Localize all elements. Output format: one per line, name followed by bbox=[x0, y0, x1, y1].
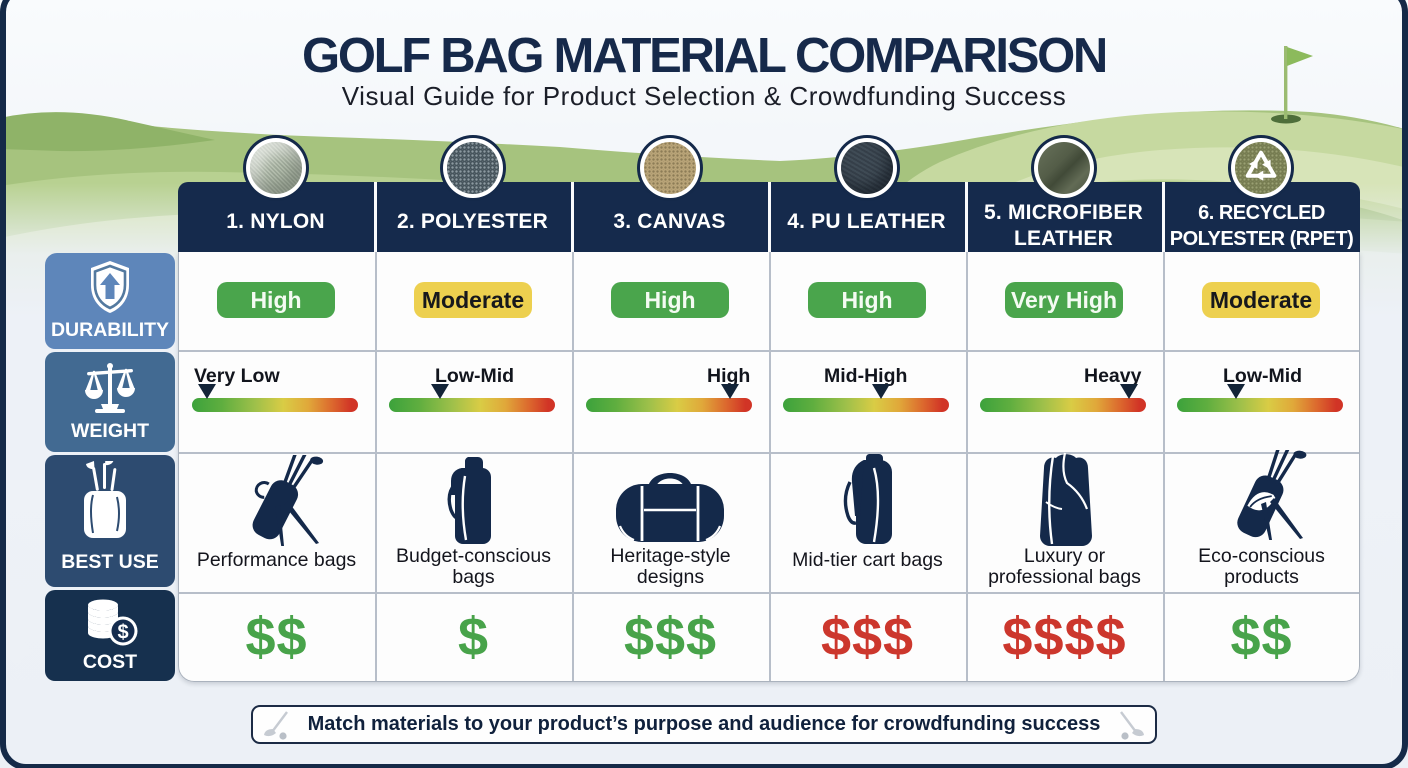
svg-text:$: $ bbox=[117, 622, 128, 644]
